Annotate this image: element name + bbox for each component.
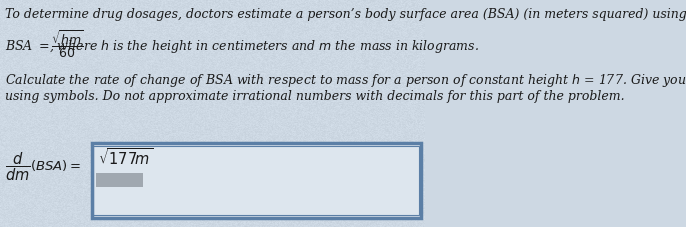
Bar [91,143,421,218]
Text: $\sqrt{177m}$: $\sqrt{177m}$ [97,147,153,168]
Text: Calculate the rate of change of BSA with respect to mass for a person of constan: Calculate the rate of change of BSA with… [5,72,686,89]
Text: $\dfrac{d}{dm}$: $\dfrac{d}{dm}$ [5,150,30,183]
Bar [93,146,418,215]
Text: To determine drug dosages, doctors estimate a person’s body surface area (BSA) (: To determine drug dosages, doctors estim… [5,8,686,21]
Text: using symbols. Do not approximate irrational numbers with decimals for this part: using symbols. Do not approximate irrati… [5,90,624,103]
Bar [97,173,143,187]
Text: $(BSA) =$: $(BSA) =$ [29,158,81,173]
Text: , where $h$ is the height in centimeters and $m$ the mass in kilograms.: , where $h$ is the height in centimeters… [49,38,480,55]
Bar [91,143,421,218]
Text: BSA $= \dfrac{\sqrt{hm}}{60}$: BSA $= \dfrac{\sqrt{hm}}{60}$ [5,28,84,60]
